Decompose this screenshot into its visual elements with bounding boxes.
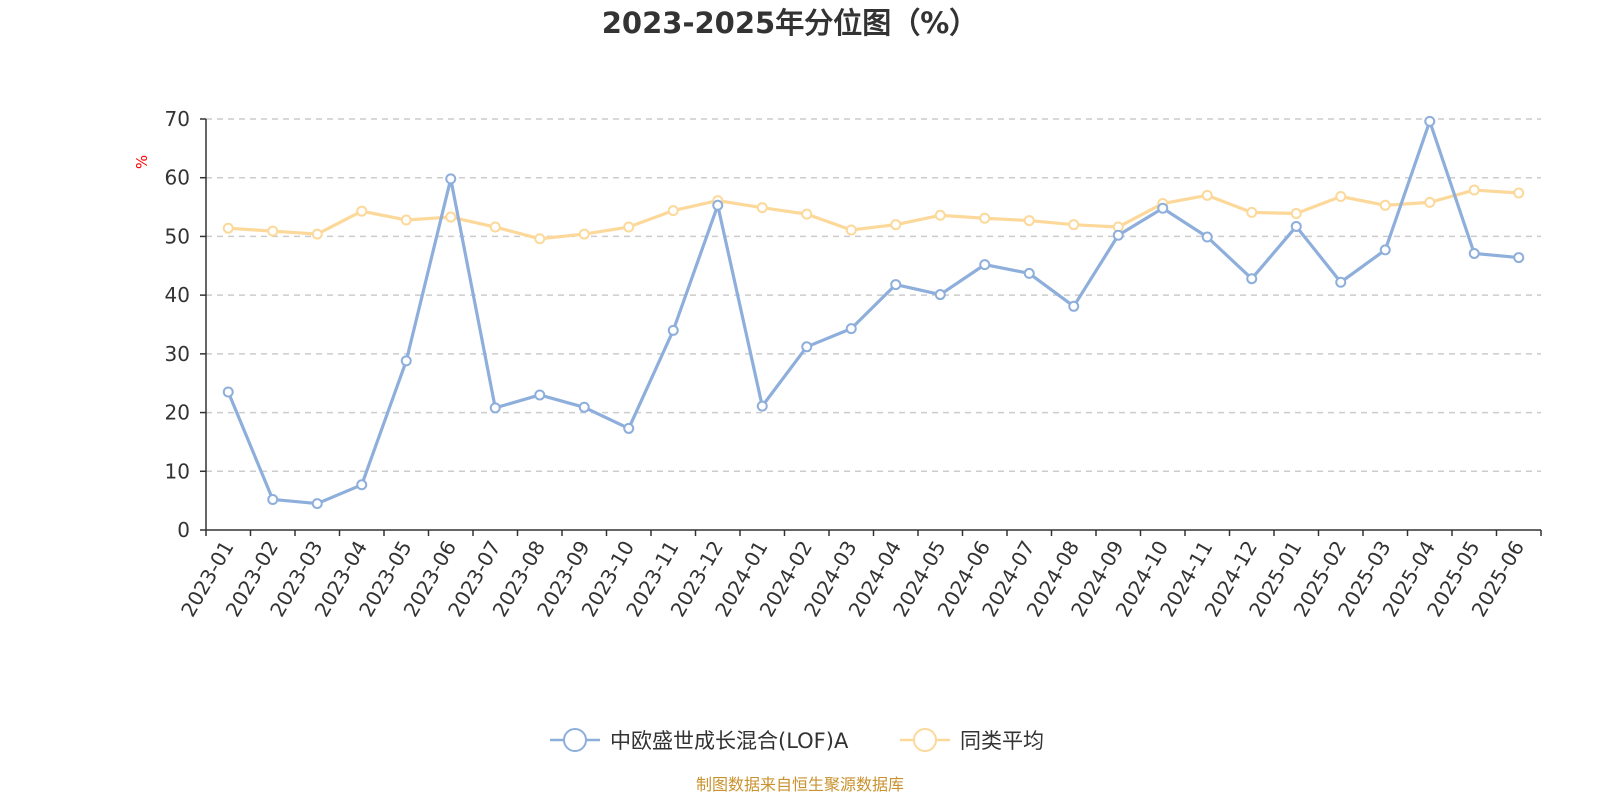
data-point (1335, 276, 1347, 288)
data-point (534, 233, 546, 245)
series-line (226, 119, 1519, 506)
series-layer (222, 115, 1525, 510)
source-note: 制图数据来自恒生聚源数据库 (696, 775, 904, 794)
data-point (1201, 231, 1213, 243)
y-tick-label: 30 (165, 342, 190, 366)
data-point (845, 323, 857, 335)
legend-item-0: 中欧盛世成长混合(LOF)A (550, 728, 849, 753)
data-point (534, 389, 546, 401)
y-tick-label: 10 (165, 459, 190, 483)
data-point (667, 205, 679, 217)
data-point (1424, 115, 1436, 127)
data-point (1468, 184, 1480, 196)
data-point (1290, 220, 1302, 232)
data-point (1112, 229, 1124, 241)
data-point (400, 214, 412, 226)
data-point (756, 400, 768, 412)
data-point (1023, 267, 1035, 279)
grid-lines (206, 118, 1541, 473)
data-point (1468, 247, 1480, 259)
legend-swatch-marker (563, 728, 587, 752)
data-point (222, 222, 234, 234)
y-tick-label: 60 (165, 166, 190, 190)
data-point (311, 498, 323, 510)
data-point (845, 224, 857, 236)
data-point (890, 279, 902, 291)
data-point (1246, 273, 1258, 285)
legend-label: 同类平均 (960, 729, 1044, 753)
data-point (489, 221, 501, 233)
data-point (356, 205, 368, 217)
data-point (356, 479, 368, 491)
legend: 中欧盛世成长混合(LOF)A 同类平均 (550, 728, 1044, 753)
data-point (1157, 202, 1169, 214)
data-point (712, 199, 724, 211)
data-point (756, 202, 768, 214)
data-point (801, 341, 813, 353)
y-tick-label: 0 (177, 518, 190, 542)
data-point (578, 401, 590, 413)
data-point (1513, 252, 1525, 264)
data-point (1513, 187, 1525, 199)
data-point (311, 228, 323, 240)
data-point (979, 259, 991, 271)
data-point (1335, 191, 1347, 203)
y-tick-label: 20 (165, 401, 190, 425)
series-0 (222, 115, 1525, 510)
data-point (934, 289, 946, 301)
y-axis-label: % (133, 155, 151, 169)
data-point (1246, 206, 1258, 218)
series-line (228, 188, 1519, 241)
data-point (489, 402, 501, 414)
data-point (801, 208, 813, 220)
axes: 0102030405060702023-012023-022023-032023… (165, 107, 1542, 621)
data-point (222, 386, 234, 398)
data-point (623, 422, 635, 434)
legend-swatch-marker (913, 728, 937, 752)
data-point (667, 324, 679, 336)
data-point (578, 228, 590, 240)
data-point (445, 173, 457, 185)
chart-title: 2023-2025年分位图（%） (602, 6, 979, 40)
data-point (1290, 208, 1302, 220)
data-point (267, 225, 279, 237)
data-point (890, 219, 902, 231)
data-point (1379, 199, 1391, 211)
data-point (623, 221, 635, 233)
data-point (1068, 219, 1080, 231)
y-tick-label: 40 (165, 283, 190, 307)
data-point (445, 211, 457, 223)
data-point (400, 355, 412, 367)
data-point (1424, 196, 1436, 208)
data-point (1379, 244, 1391, 256)
data-point (1023, 215, 1035, 227)
legend-item-1: 同类平均 (900, 728, 1044, 753)
data-point (1068, 300, 1080, 312)
data-point (267, 493, 279, 505)
y-tick-label: 70 (165, 107, 190, 131)
y-tick-label: 50 (165, 224, 190, 248)
data-point (934, 209, 946, 221)
series-1 (222, 184, 1525, 245)
data-point (979, 212, 991, 224)
data-point (1201, 189, 1213, 201)
legend-label: 中欧盛世成长混合(LOF)A (610, 729, 849, 753)
